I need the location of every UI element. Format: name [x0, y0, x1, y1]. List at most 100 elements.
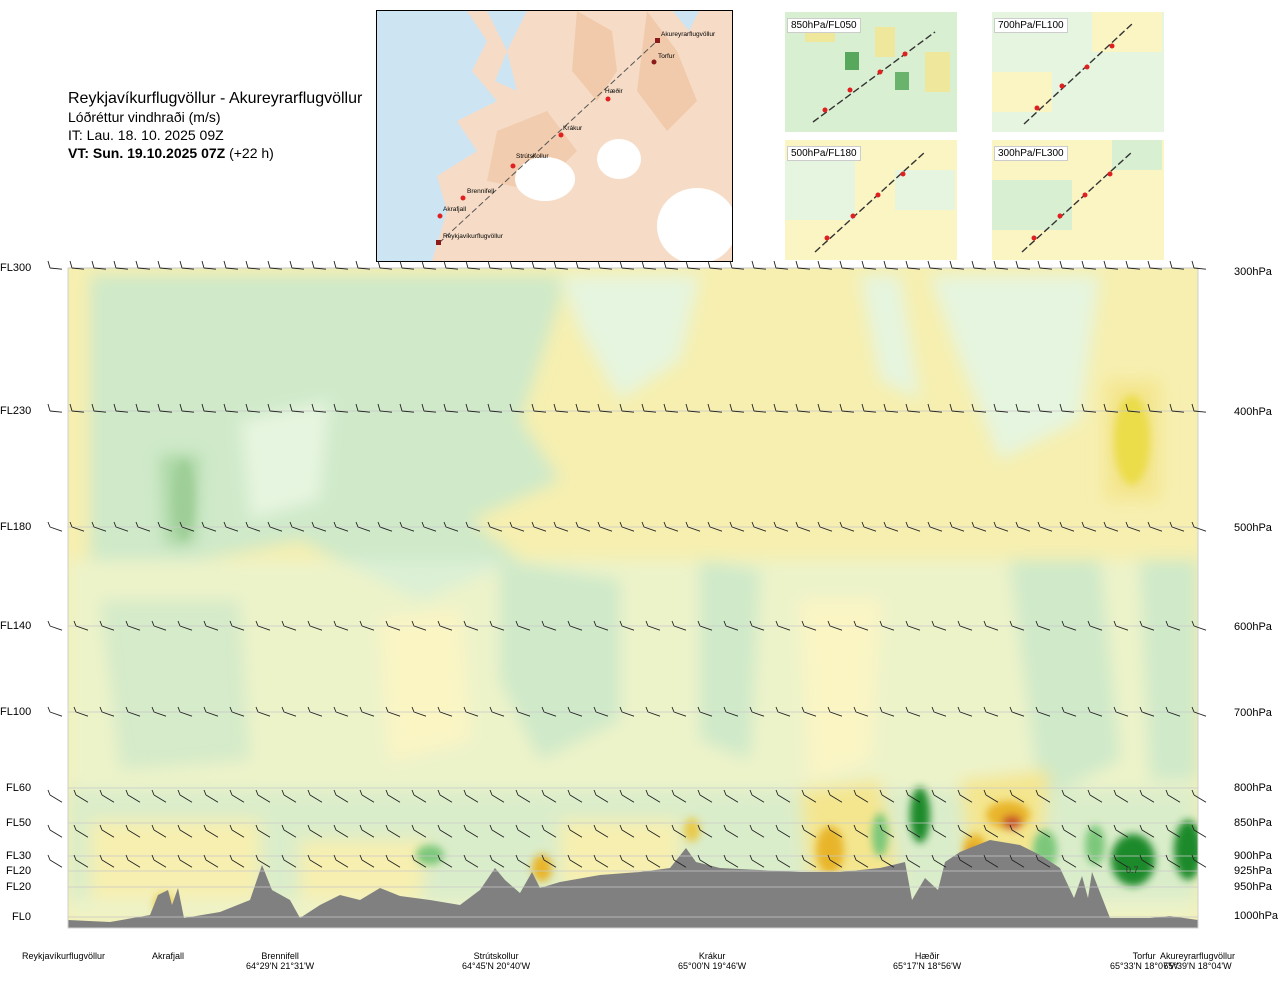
wind-barb: [421, 521, 437, 532]
wind-barb: [151, 789, 167, 803]
wind-barb: [817, 260, 833, 270]
mini-map-500[interactable]: 500hPa/FL180: [785, 140, 957, 260]
map-marker-akureyri: [655, 38, 660, 43]
wind-barb: [1113, 824, 1129, 838]
wind-barb: [839, 521, 855, 532]
wind-barb: [1037, 521, 1053, 532]
wind-barb: [99, 854, 115, 868]
wind-barb: [593, 854, 609, 868]
wind-barb: [443, 260, 459, 270]
wind-barb: [839, 260, 855, 270]
mini-map-700[interactable]: 700hPa/FL100: [992, 12, 1164, 132]
wind-barb: [1087, 789, 1103, 803]
wind-barb: [957, 854, 973, 868]
wind-barb: [1169, 403, 1185, 413]
wind-barb: [597, 521, 613, 532]
wind-barb: [1087, 824, 1103, 838]
location-name: Akureyrarflugvöllur: [1160, 951, 1236, 961]
location-torfur: Torfur 65°33'N 18°07'W: [1110, 951, 1178, 971]
wind-barb: [157, 403, 173, 413]
wind-barb: [385, 789, 401, 803]
wind-barb: [307, 824, 323, 838]
wind-barb: [1009, 789, 1025, 803]
wind-barb: [125, 706, 141, 717]
mini-map-500-label: 500hPa/FL180: [787, 146, 861, 161]
wind-barb: [663, 260, 679, 270]
wind-barb: [377, 403, 393, 413]
wind-barb: [73, 620, 89, 631]
wind-barb: [307, 620, 323, 631]
wind-barb: [289, 521, 305, 532]
wind-barb: [749, 824, 765, 838]
wind-barb: [1035, 620, 1051, 631]
wind-barb: [437, 854, 453, 868]
fl-label-20b: FL20: [6, 881, 32, 893]
wind-barb: [515, 854, 531, 868]
location-coord: 65°39'N 18°04'W: [1163, 961, 1232, 971]
wind-barb: [463, 620, 479, 631]
wind-barb: [99, 706, 115, 717]
wind-barb: [597, 403, 613, 413]
wind-barb: [827, 854, 843, 868]
wind-barb: [541, 706, 557, 717]
wind-barb: [113, 260, 129, 270]
wind-barb: [437, 706, 453, 717]
wind-barb: [827, 706, 843, 717]
map-marker-akrafjall: [437, 213, 443, 219]
wind-barb: [359, 854, 375, 868]
wind-barb: [971, 521, 987, 532]
map-label-akrafjall: Akrafjall: [443, 206, 467, 213]
mini-map-850[interactable]: 850hPa/FL050: [785, 12, 957, 132]
wind-barb: [861, 260, 877, 270]
wind-barb: [1165, 789, 1181, 803]
wind-barb: [723, 854, 739, 868]
wind-barb: [91, 260, 107, 270]
map-marker-haedir: [605, 96, 611, 102]
wind-barb: [853, 789, 869, 803]
location-krakur: Krákur 65°00'N 19°46'W: [678, 951, 746, 971]
wind-barb: [619, 260, 635, 270]
fl-label-180: FL180: [0, 521, 32, 533]
wind-barb: [113, 403, 129, 413]
wind-barb: [827, 620, 843, 631]
wind-barb: [489, 706, 505, 717]
route-map-svg: Akureyrarflugvöllur Torfur Hæðir Krákur …: [377, 11, 732, 261]
wind-barb: [47, 403, 63, 413]
wind-barb: [157, 521, 173, 532]
location-coord: 64°45'N 20°40'W: [462, 961, 531, 971]
wind-barb: [567, 854, 583, 868]
wind-barb: [311, 403, 327, 413]
wind-barb: [69, 521, 85, 532]
wind-barb: [437, 824, 453, 838]
wind-barb: [751, 403, 767, 413]
wind-barb: [971, 260, 987, 270]
wind-barb: [553, 521, 569, 532]
wind-barb: [229, 824, 245, 838]
wind-barb: [203, 620, 219, 631]
wind-barb: [463, 854, 479, 868]
wind-barb: [1191, 789, 1207, 803]
location-haedir: Hæðir 65°17'N 18°56'W: [893, 951, 961, 971]
wind-barb: [1139, 620, 1155, 631]
wind-barb: [641, 260, 657, 270]
wind-barb: [619, 789, 635, 803]
wind-barb: [773, 521, 789, 532]
wind-barb: [983, 620, 999, 631]
wind-barb: [1037, 260, 1053, 270]
route-map: Akureyrarflugvöllur Torfur Hæðir Krákur …: [376, 10, 733, 262]
wind-barb: [879, 620, 895, 631]
wind-barb: [749, 706, 765, 717]
wind-barb: [91, 403, 107, 413]
wind-barb: [879, 706, 895, 717]
location-coord: 65°17'N 18°56'W: [893, 961, 962, 971]
wind-barb: [125, 824, 141, 838]
fl-label-100: FL100: [0, 706, 32, 718]
mini-map-300[interactable]: 300hPa/FL300: [992, 140, 1164, 260]
wind-barb: [135, 521, 151, 532]
wind-barb: [267, 403, 283, 413]
wind-barb: [1061, 706, 1077, 717]
wind-barb: [697, 854, 713, 868]
wind-barb: [575, 403, 591, 413]
wind-barb: [879, 824, 895, 838]
wind-barb: [927, 260, 943, 270]
